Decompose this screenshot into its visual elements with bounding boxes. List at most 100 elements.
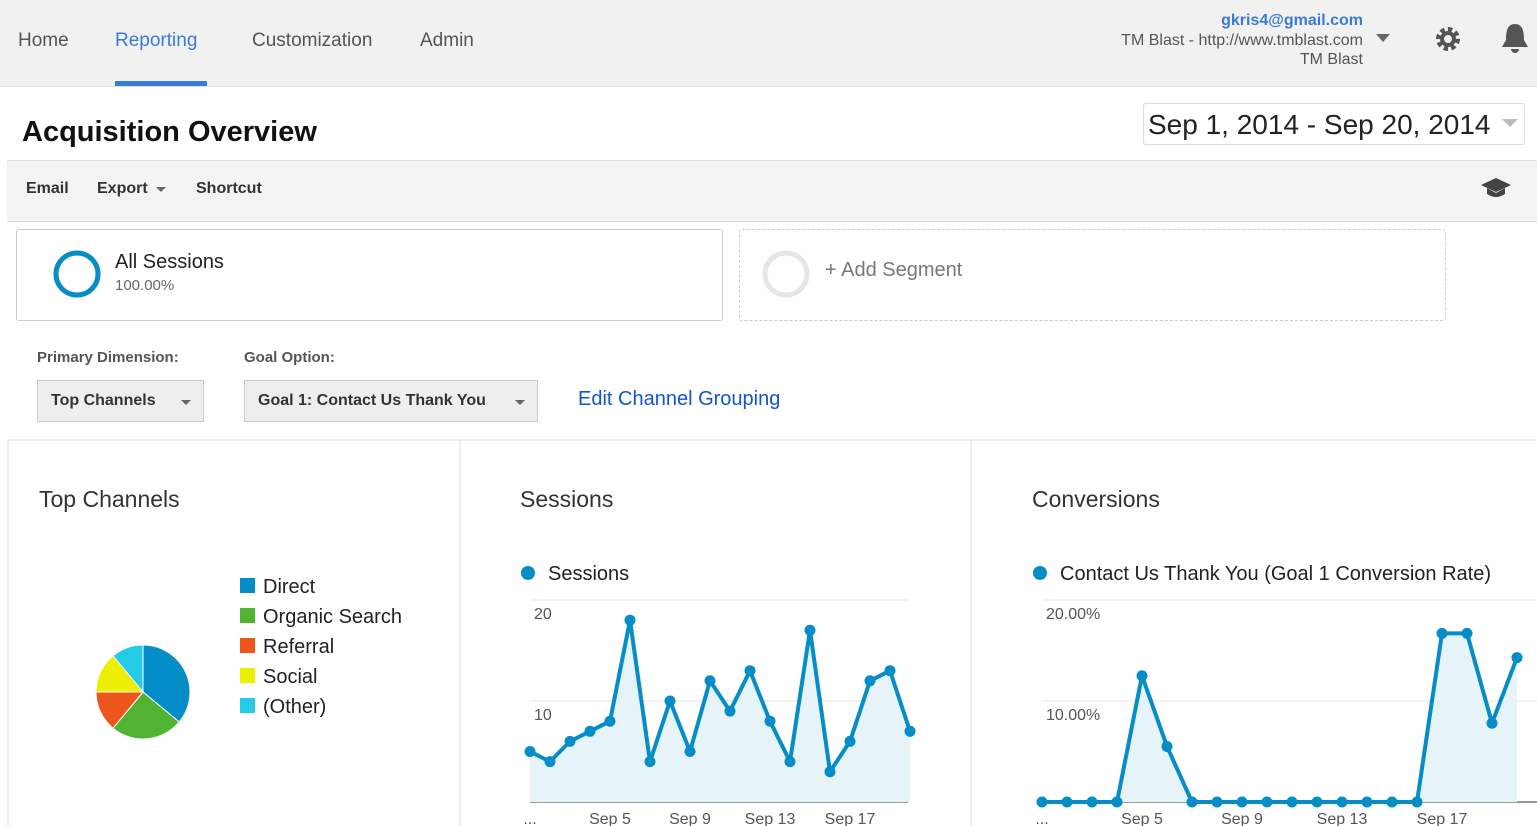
legend-marker [1033, 566, 1047, 580]
data-point [1136, 670, 1148, 682]
nav-tab[interactable]: Customization [252, 30, 373, 51]
data-point [1036, 796, 1048, 808]
pie-slice [142, 644, 191, 723]
data-point [1211, 796, 1223, 808]
segment-share: 100.00% [115, 277, 175, 294]
toolbar-button[interactable]: Shortcut [196, 180, 262, 197]
data-point [1186, 796, 1198, 808]
account-dropdown[interactable] [1376, 34, 1392, 44]
data-point [904, 725, 916, 737]
add-segment-icon [762, 250, 810, 298]
legend-swatch [240, 698, 255, 713]
data-point [804, 624, 816, 636]
data-point [1286, 796, 1298, 808]
x-tick-label: Sep 13 [745, 811, 796, 826]
x-tick-label: Sep 9 [669, 811, 711, 826]
legend-label: Sessions [548, 563, 629, 585]
data-point [724, 705, 736, 717]
nav-tab[interactable]: Reporting [115, 30, 198, 51]
chart-title: Top Channels [39, 486, 180, 512]
data-point [564, 735, 576, 747]
chart-title: Sessions [520, 486, 613, 512]
add-segment[interactable] [739, 229, 1446, 321]
top-bar [0, 0, 1537, 87]
legend-swatch [240, 608, 255, 623]
x-tick-label: Sep 5 [1121, 811, 1163, 826]
x-tick-label: Sep 5 [589, 811, 631, 826]
data-point [704, 675, 716, 687]
data-point [864, 675, 876, 687]
segment-card[interactable] [16, 229, 723, 321]
dropdown-value: Goal 1: Contact Us Thank You [258, 392, 486, 409]
notifications-icon[interactable] [1500, 22, 1530, 54]
pie-slice [112, 691, 180, 740]
y-tick-label: 20.00% [1046, 606, 1100, 623]
data-point [844, 735, 856, 747]
settings-icon[interactable] [1434, 25, 1462, 53]
legend-label: Direct [263, 576, 316, 598]
data-point [1111, 796, 1123, 808]
dropdown-value: Top Channels [51, 392, 156, 409]
data-point [824, 766, 836, 778]
data-point [624, 614, 636, 626]
edit-link[interactable]: Edit Channel Grouping [578, 388, 781, 410]
legend-swatch [240, 668, 255, 683]
x-tick-label: ... [1035, 811, 1048, 826]
legend-swatch [240, 578, 255, 593]
data-point [1061, 796, 1073, 808]
data-point [1486, 717, 1498, 729]
education-icon[interactable] [1480, 176, 1512, 200]
data-point [1086, 796, 1098, 808]
data-point [884, 665, 896, 677]
toolbar-button[interactable]: Email [26, 180, 69, 197]
legend-label: Social [263, 666, 317, 688]
account-view[interactable]: TM Blast [1299, 51, 1363, 68]
account-property[interactable]: TM Blast - http://www.tmblast.com [1121, 32, 1363, 49]
data-point [604, 715, 616, 727]
x-tick-label: Sep 13 [1317, 811, 1368, 826]
x-tick-label: Sep 17 [1417, 811, 1468, 826]
segment-icon [53, 250, 101, 298]
data-point [684, 746, 696, 757]
x-tick-label: Sep 9 [1221, 811, 1263, 826]
data-point [544, 756, 556, 768]
legend-swatch [240, 638, 255, 653]
series-area [530, 620, 910, 802]
x-tick-label: ... [523, 811, 536, 826]
chart-title: Conversions [1032, 486, 1160, 512]
page-title: Acquisition Overview [22, 116, 317, 148]
y-tick-label: 10 [534, 707, 552, 724]
data-point [1436, 627, 1448, 639]
data-point [1261, 796, 1273, 808]
data-point [1511, 652, 1523, 664]
dropdown[interactable]: Goal 1: Contact Us Thank You [244, 380, 538, 422]
data-point [1386, 796, 1398, 808]
series-line [1042, 631, 1519, 804]
data-point [584, 725, 596, 737]
date-range: Sep 1, 2014 - Sep 20, 2014 [1148, 109, 1491, 140]
date-range-picker[interactable]: Sep 1, 2014 - Sep 20, 2014 [1143, 103, 1525, 145]
legend-label: (Other) [263, 696, 326, 718]
data-point [1336, 796, 1348, 808]
export-dropdown[interactable] [156, 187, 168, 195]
account-email[interactable]: gkris4@gmail.com [1221, 12, 1363, 29]
toolbar-button[interactable]: Export [97, 180, 148, 197]
active-tab-indicator [115, 81, 207, 86]
date-dropdown[interactable] [1502, 119, 1520, 129]
y-tick-label: 20 [534, 606, 552, 623]
nav-tab[interactable]: Home [18, 30, 69, 51]
add-segment-label[interactable]: + Add Segment [825, 259, 963, 281]
data-point [1411, 796, 1423, 808]
pie-slice [112, 644, 144, 694]
control-label: Primary Dimension: [37, 349, 179, 366]
series-area [1042, 633, 1517, 802]
data-point [1361, 796, 1373, 808]
segment-name: All Sessions [115, 251, 224, 273]
nav-tab[interactable]: Admin [420, 30, 474, 51]
data-point [784, 756, 796, 768]
dropdown[interactable]: Top Channels [37, 380, 204, 422]
control-label: Goal Option: [244, 349, 335, 366]
x-tick-label: Sep 17 [825, 811, 876, 826]
data-point [764, 715, 776, 727]
data-point [1461, 627, 1473, 639]
